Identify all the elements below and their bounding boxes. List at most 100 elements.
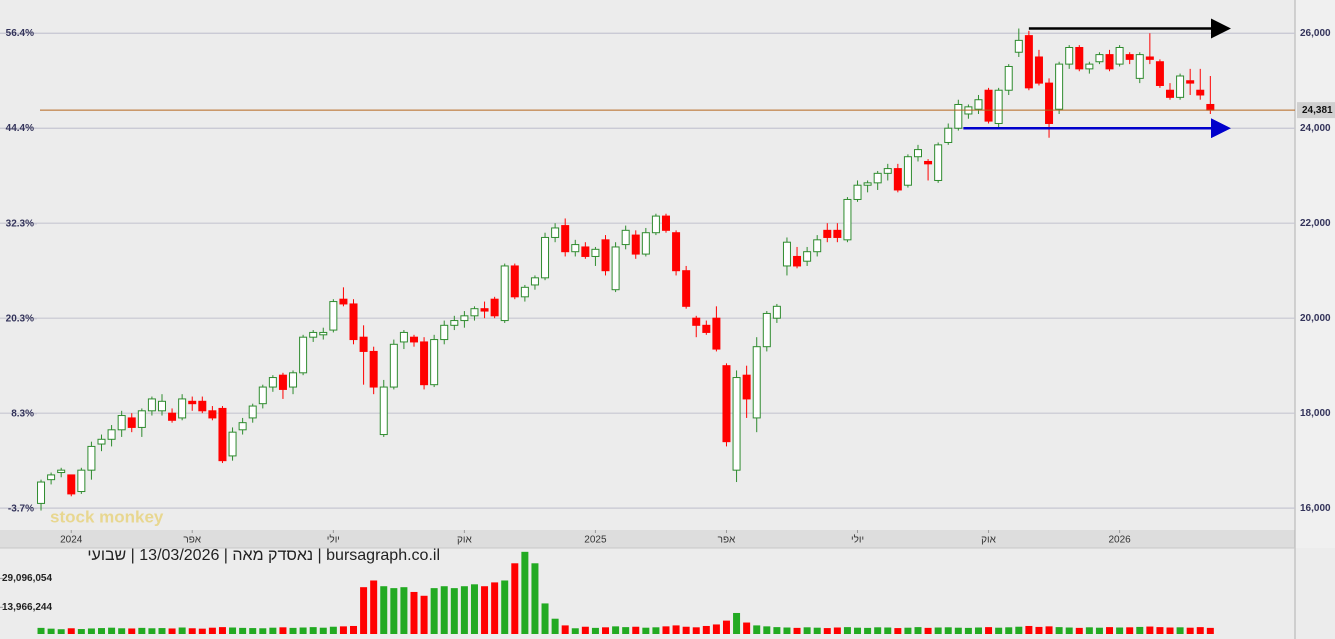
candle-body: [682, 270, 691, 307]
candle-body: [228, 431, 237, 457]
candle-body: [994, 89, 1003, 124]
volume-bar: [329, 626, 337, 634]
volume-bar: [833, 627, 841, 634]
volume-bar: [1025, 625, 1033, 634]
volume-bar: [198, 628, 206, 634]
candle-body: [954, 103, 963, 129]
volume-bar: [380, 586, 388, 634]
y-tick-label: 22,000: [1300, 218, 1331, 229]
volume-bar: [269, 627, 277, 634]
volume-bar: [47, 628, 55, 634]
candle-body: [409, 336, 418, 343]
candle-body: [974, 99, 983, 110]
volume-bar: [360, 587, 368, 634]
volume-bar: [944, 627, 952, 634]
candle-body: [278, 374, 287, 390]
volume-bar: [1156, 627, 1164, 634]
volume-bar: [450, 588, 458, 634]
candle-body: [883, 168, 892, 174]
candle-body: [924, 160, 933, 165]
volume-bar: [753, 625, 761, 634]
volume-bar: [319, 627, 327, 634]
volume-bar: [158, 628, 166, 634]
candle-body: [218, 407, 227, 462]
x-tick-label: אפר: [718, 535, 736, 546]
candle-body: [188, 400, 197, 405]
candle-body: [752, 346, 761, 419]
volume-bar: [561, 625, 569, 634]
candle-body: [349, 303, 358, 341]
last-price-label: 24,381: [1302, 105, 1333, 116]
x-tick-label: אפר: [183, 535, 201, 546]
volume-bar: [581, 626, 589, 634]
candle-body: [651, 215, 660, 234]
volume-bar: [1015, 626, 1023, 634]
volume-bar: [954, 627, 962, 634]
volume-bar: [279, 627, 287, 634]
volume-bar: [148, 628, 156, 634]
volume-bar: [108, 627, 116, 634]
candle-body: [823, 229, 832, 238]
volume-bar: [591, 627, 599, 634]
volume-bar: [1126, 627, 1134, 634]
candle-body: [1186, 80, 1195, 84]
right-axis-band: [1295, 0, 1335, 548]
candle-body: [732, 377, 741, 471]
candle-body: [480, 308, 489, 312]
volume-bar: [672, 625, 680, 634]
volume-bar: [692, 627, 700, 634]
candle-body: [47, 474, 56, 481]
volume-bar: [188, 628, 196, 634]
candle-body: [420, 341, 429, 386]
candle-body: [238, 422, 247, 431]
volume-bar: [1045, 626, 1053, 634]
candle-body: [440, 324, 449, 341]
volume-bar: [501, 580, 509, 634]
candle-body: [873, 172, 882, 184]
volume-bar: [440, 586, 448, 634]
candle-body: [1065, 46, 1074, 65]
y-tick-label: 16,000: [1300, 503, 1331, 514]
volume-bar: [1176, 627, 1184, 634]
volume-bar: [924, 627, 932, 634]
candle-body: [661, 215, 670, 231]
candle-body: [722, 365, 731, 443]
candle-body: [520, 286, 529, 298]
candle-body: [359, 336, 368, 352]
candle-body: [319, 331, 328, 336]
volume-bar: [1206, 627, 1214, 634]
candle-body: [1125, 54, 1134, 60]
volume-bar: [370, 580, 378, 634]
x-tick-label: אוק: [457, 535, 472, 546]
candle-body: [984, 89, 993, 122]
candle-body: [430, 339, 439, 386]
candle-body: [127, 417, 136, 428]
volume-bar: [460, 586, 468, 634]
candle-body: [500, 265, 509, 322]
candle-body: [903, 156, 912, 186]
candle-body: [621, 229, 630, 246]
volume-bar: [400, 587, 408, 634]
y2-tick-label: 8.3%: [11, 408, 34, 419]
candle-body: [289, 372, 298, 388]
volume-bar: [1065, 627, 1073, 634]
candle-body: [77, 469, 86, 493]
candle-body: [369, 350, 378, 388]
y2-tick-label: 44.4%: [6, 123, 34, 134]
candle-body: [712, 317, 721, 350]
volume-bar: [1136, 626, 1144, 634]
volume-bar: [1035, 626, 1043, 634]
candle-body: [702, 324, 711, 333]
volume-bar: [1095, 627, 1103, 634]
volume-bar: [964, 627, 972, 634]
volume-tick-label: 13,966,244: [2, 602, 52, 613]
candle-body: [581, 246, 590, 257]
candle-body: [641, 232, 650, 255]
volume-bar: [995, 627, 1003, 634]
candle-body: [893, 168, 902, 191]
volume-bar: [521, 551, 529, 634]
volume-bar: [289, 627, 297, 634]
candle-body: [914, 149, 923, 158]
volume-bar: [390, 588, 398, 634]
candle-body: [1135, 54, 1144, 79]
